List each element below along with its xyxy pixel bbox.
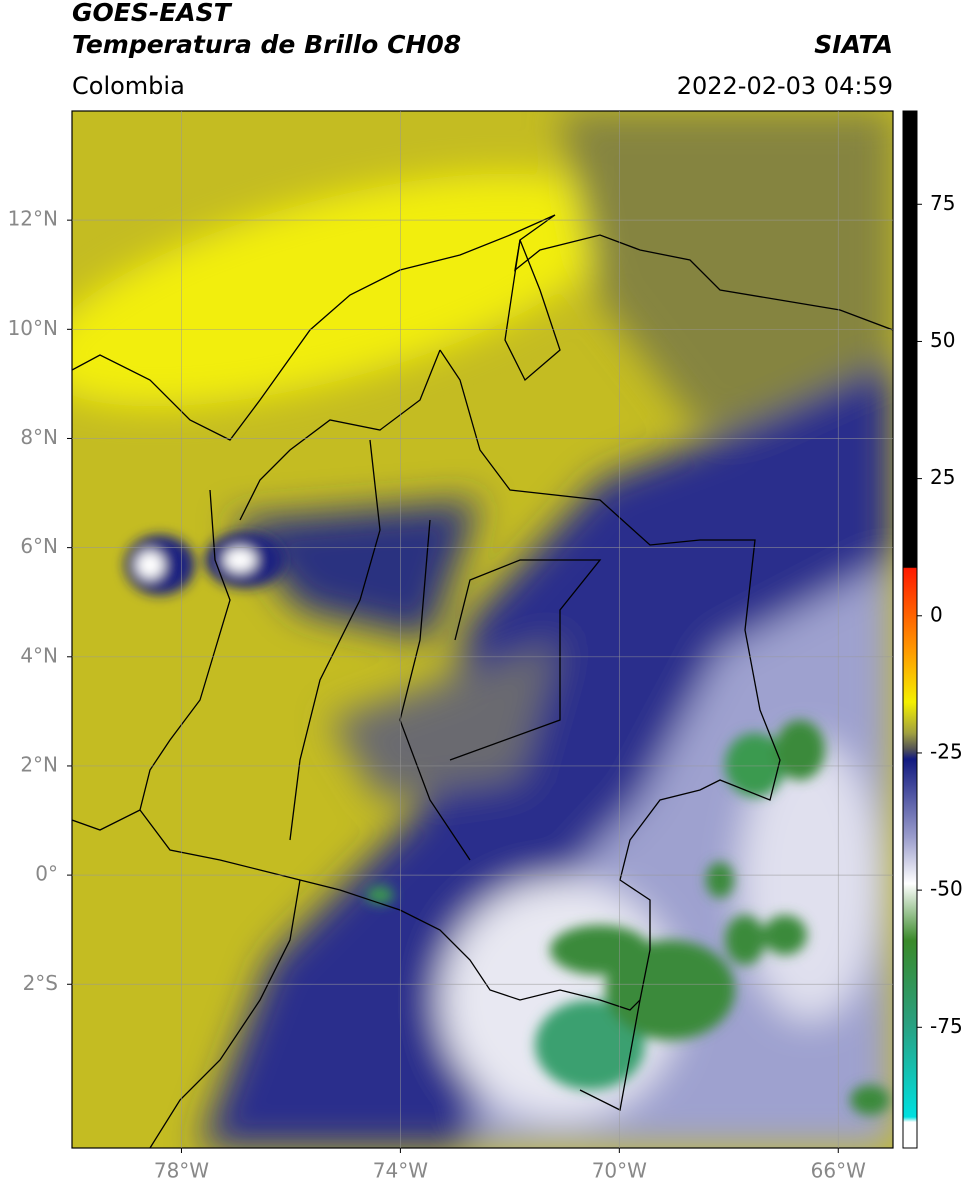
map-frame: [71, 110, 894, 1149]
source: SIATA: [814, 30, 893, 59]
colorbar-tick-label: 75: [930, 191, 955, 215]
colorbar-tick-label: 50: [930, 328, 955, 352]
datetime: 2022-02-03 04:59: [677, 72, 893, 100]
satellite-image: [72, 111, 893, 1148]
colorbar-tick-label: -50: [930, 877, 963, 901]
y-tick-label: 6°N: [20, 534, 58, 558]
y-tick-label: 12°N: [8, 207, 58, 231]
y-tick-label: 4°N: [20, 643, 58, 667]
region: Colombia: [72, 72, 185, 100]
colorbar: [902, 110, 918, 1149]
colorbar-tick-label: 25: [930, 465, 955, 489]
title: GOES-EAST: [72, 0, 233, 27]
x-tick-label: 66°W: [811, 1159, 866, 1183]
y-tick-label: 0°: [35, 862, 58, 886]
y-tick-label: 2°S: [23, 971, 58, 995]
x-tick-label: 78°W: [154, 1159, 209, 1183]
subtitle: Temperatura de Brillo CH08: [72, 30, 461, 59]
x-tick-label: 70°W: [592, 1159, 647, 1183]
y-tick-label: 8°N: [20, 425, 58, 449]
y-tick-label: 10°N: [8, 316, 58, 340]
x-tick-label: 74°W: [373, 1159, 428, 1183]
y-tick-label: 2°N: [20, 752, 58, 776]
colorbar-tick-label: -75: [930, 1014, 963, 1038]
colorbar-tick-label: -25: [930, 739, 963, 763]
colorbar-tick-label: 0: [930, 602, 943, 626]
